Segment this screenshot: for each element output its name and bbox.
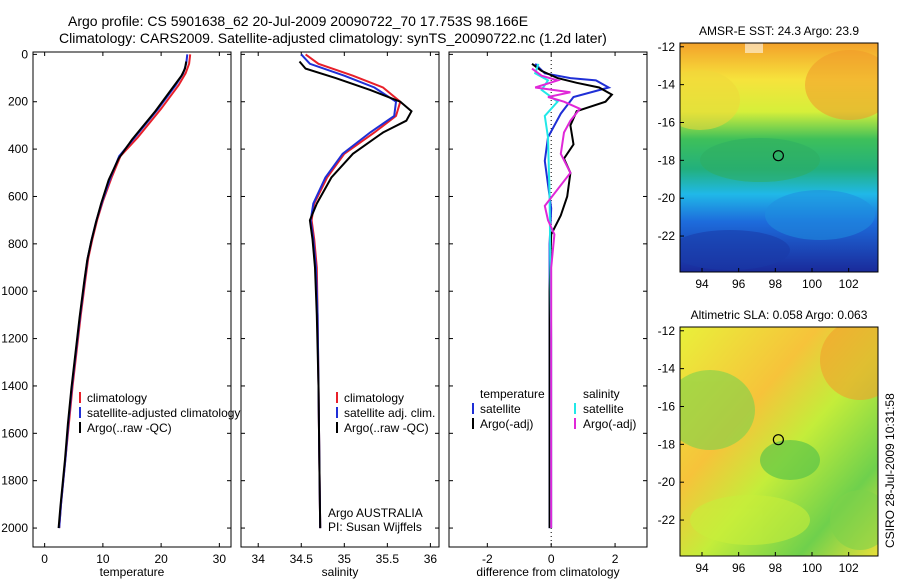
x-tick-label: 100 [802, 277, 822, 291]
series-line-black [298, 60, 413, 529]
x-tick-label: 94 [695, 277, 709, 291]
x-tick-label: 35 [338, 552, 352, 566]
legend-label: satellite [583, 402, 624, 416]
x-tick-label: 94 [695, 561, 709, 575]
y-tick-label: 1200 [1, 332, 28, 346]
y-tick-label: 800 [8, 237, 28, 251]
sla-map-axes: Altimetric SLA: 0.058 Argo: 0.063 -12 -14 -… [658, 308, 868, 575]
y-tick-label: 200 [8, 95, 28, 109]
y-tick-label: -16 [658, 115, 676, 129]
y-tick-label: 2000 [1, 521, 28, 535]
y-tick-label: -12 [658, 40, 676, 54]
y-tick-label: 1400 [1, 379, 28, 393]
y-tick-label: 400 [8, 142, 28, 156]
salinity-profile-panel: 34 34.5 35 35.5 36 salinity climatologysatelli… [240, 51, 440, 579]
temperature-profile-panel: 0 200 400 600 800 1000 1200 1400 1600 1800 2000 0 10… [1, 47, 240, 579]
argo-position-marker [772, 150, 784, 162]
y-tick-label: 1800 [1, 474, 28, 488]
y-tick-label: 0 [21, 47, 28, 61]
panel-annotation: PI: Susan Wijffels [328, 520, 422, 534]
x-tick-label: 0 [41, 552, 48, 566]
x-axis-label: difference from climatology [476, 565, 619, 579]
legend-label: satellite adj. clim. [344, 406, 435, 420]
x-tick-label: 98 [769, 277, 783, 291]
y-tick-label: -20 [658, 191, 676, 205]
x-tick-label: 96 [732, 277, 746, 291]
y-tick-label: -22 [658, 229, 676, 243]
x-tick-label: 34.5 [290, 552, 314, 566]
x-tick-label: 0 [548, 552, 555, 566]
series-line-magenta [531, 67, 582, 529]
sst-map-panel [679, 42, 879, 273]
legend-label: Argo(..raw -QC) [87, 421, 172, 435]
y-tick-label: -14 [658, 78, 676, 92]
legend-label: climatology [87, 391, 147, 405]
y-tick-label: -12 [658, 324, 676, 338]
y-tick-label: 1000 [1, 284, 28, 298]
y-tick-label: -14 [658, 362, 676, 376]
x-tick-label: 2 [612, 552, 619, 566]
y-tick-label: 1600 [1, 426, 28, 440]
x-tick-label: 102 [839, 277, 859, 291]
legend-label: Argo(-adj) [480, 417, 533, 431]
map-title: AMSR-E SST: 24.3 Argo: 23.9 [699, 24, 859, 38]
panel-annotation: Argo AUSTRALIA [328, 506, 423, 520]
x-tick-label: 96 [732, 561, 746, 575]
x-tick-label: 30 [213, 552, 227, 566]
x-tick-label: 98 [769, 561, 783, 575]
x-tick-label: 20 [154, 552, 168, 566]
y-tick-label: -22 [658, 513, 676, 527]
sla-map-panel [679, 326, 879, 557]
argo-position-marker [772, 434, 784, 446]
sst-map-axes: AMSR-E SST: 24.3 Argo: 23.9 -12 -14 -16 -18 -… [658, 24, 860, 291]
series-line-black [531, 62, 614, 529]
x-axis-label: temperature [100, 565, 165, 579]
map-title: Altimetric SLA: 0.058 Argo: 0.063 [691, 308, 868, 322]
salinity-plot-area [240, 51, 440, 548]
x-tick-label: 100 [802, 561, 822, 575]
x-axis-label: salinity [322, 565, 359, 579]
x-tick-label: 35.5 [376, 552, 400, 566]
legend-label: Argo(-adj) [583, 417, 636, 431]
x-tick-label: 102 [839, 561, 859, 575]
figure-title-line1: Argo profile: CS 5901638_62 20-Jul-2009 … [68, 13, 529, 29]
x-tick-label: -2 [482, 552, 493, 566]
legend-label: climatology [344, 391, 404, 405]
temperature-plot-area [32, 51, 232, 548]
difference-plot-area [448, 51, 648, 548]
figure-title-line2: Climatology: CARS2009. Satellite-adjuste… [59, 30, 607, 46]
y-tick-label: -18 [658, 153, 676, 167]
y-tick-label: -20 [658, 475, 676, 489]
x-tick-label: 36 [424, 552, 438, 566]
legend-header: salinity [583, 387, 620, 401]
legend-label: Argo(..raw -QC) [344, 421, 429, 435]
x-tick-label: 34 [252, 552, 266, 566]
y-tick-label: -18 [658, 437, 676, 451]
legend-header: temperature [480, 387, 545, 401]
legend-label: satellite [480, 402, 521, 416]
y-tick-label: 600 [8, 189, 28, 203]
legend-label: satellite-adjusted climatology [87, 406, 240, 420]
x-tick-label: 10 [96, 552, 110, 566]
y-tick-label: -16 [658, 399, 676, 413]
series-line-black [57, 61, 188, 529]
